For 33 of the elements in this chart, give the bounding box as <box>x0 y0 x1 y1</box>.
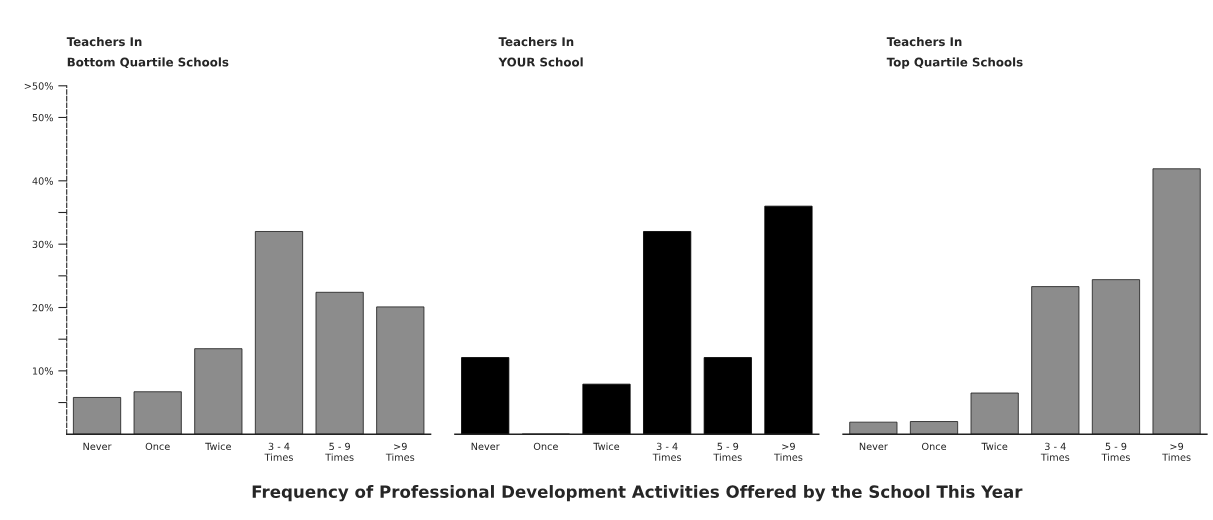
x-tick-label: >9 Times <box>1162 442 1191 461</box>
y-tick-label: 50% <box>32 113 53 122</box>
chart-title: Teachers In Top Quartile Schools <box>886 36 1023 69</box>
bar <box>582 383 631 435</box>
x-tick-label: Twice <box>981 442 1008 451</box>
x-tick-label: >9 Times <box>774 442 803 461</box>
x-tick-label: 5 - 9 Times <box>325 442 354 461</box>
x-tick-label: Once <box>145 442 170 451</box>
y-tick-label: 10% <box>32 367 53 375</box>
bar <box>643 231 692 435</box>
bar <box>764 205 813 435</box>
x-tick-label: Never <box>83 442 112 451</box>
x-tick-label: Twice <box>593 442 620 451</box>
x-tick-label: 3 - 4 Times <box>264 442 293 461</box>
chart-title: Teachers In YOUR School <box>498 36 583 67</box>
chart-title: Teachers In Bottom Quartile Schools <box>66 36 229 69</box>
x-tick-label: 3 - 4 Times <box>1040 442 1070 461</box>
x-tick-label: 5 - 9 Times <box>1101 442 1130 461</box>
x-tick-label: Once <box>533 442 558 451</box>
y-tick-label: >50% <box>24 82 53 90</box>
y-tick-label: 40% <box>32 177 53 185</box>
x-tick-label: 3 - 4 Times <box>652 442 682 461</box>
x-tick-label: Twice <box>205 442 231 451</box>
bar <box>461 357 510 435</box>
y-tick-label: 30% <box>32 240 53 248</box>
x-tick-label: Once <box>921 442 947 451</box>
y-tick-label: 20% <box>32 303 53 312</box>
bar <box>703 357 752 435</box>
x-tick-label: >9 Times <box>385 442 415 461</box>
x-axis-title: Frequency of Professional Development Activities Offered by the School This Year <box>252 485 1023 502</box>
x-tick-label: Never <box>859 442 888 451</box>
x-tick-label: 5 - 9 Times <box>713 442 742 461</box>
x-tick-label: Never <box>471 442 500 451</box>
